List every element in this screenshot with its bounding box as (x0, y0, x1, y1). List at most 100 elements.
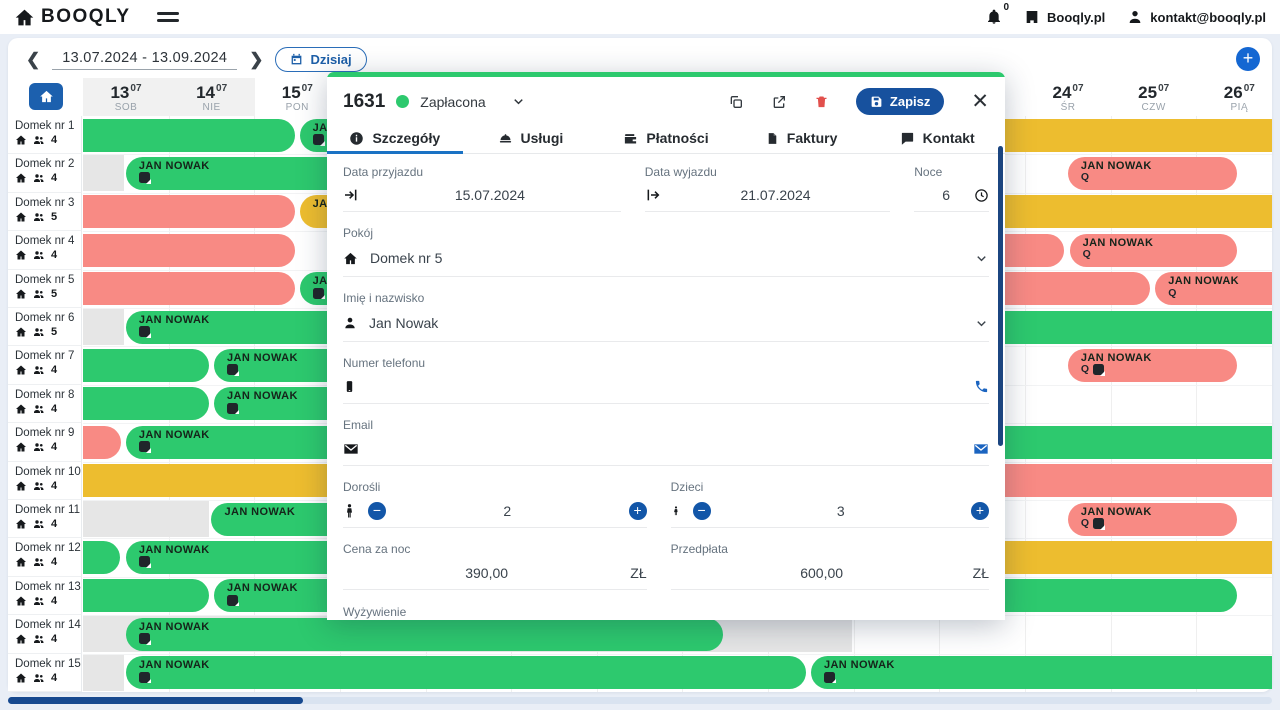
reservation-bar[interactable] (83, 272, 296, 306)
duplicate-icon[interactable] (728, 94, 744, 110)
guest-name: JAN NOWAK (138, 159, 210, 172)
status-select[interactable]: Zapłacona (420, 93, 486, 110)
delete-icon[interactable] (814, 94, 829, 109)
room-row-15[interactable]: Domek nr 15 4 (8, 653, 82, 692)
tab-contact[interactable]: Kontakt (869, 123, 1005, 153)
children-plus-button[interactable]: + (971, 501, 989, 520)
open-external-icon[interactable] (771, 94, 787, 110)
room-row-6[interactable]: Domek nr 6 5 (8, 308, 82, 347)
horizontal-scrollbar-track[interactable] (8, 697, 1272, 704)
month-number: 07 (216, 83, 228, 94)
reservation-bar[interactable]: JAN NOWAK (125, 656, 807, 690)
adults-minus-button[interactable]: − (368, 501, 386, 520)
reservation-bar[interactable] (83, 387, 210, 421)
arrival-field[interactable]: 15.07.2024 (343, 179, 621, 212)
account-menu[interactable]: Booqly.pl (1024, 9, 1105, 25)
room-row-10[interactable]: Domek nr 10 4 (8, 461, 82, 500)
tab-invoices[interactable]: Faktury (734, 123, 870, 153)
home-button[interactable] (29, 83, 63, 110)
modal-scrollbar-thumb[interactable] (998, 146, 1003, 446)
reservation-label: JAN NOWAK (126, 157, 595, 184)
modal-header: 1631 Zapłacona Zapisz ✕ (327, 77, 1005, 119)
date-range-input[interactable]: 13.07.2024 - 13.09.2024 (52, 48, 238, 70)
reservation-bar[interactable] (83, 540, 120, 574)
reservation-badges (138, 326, 1272, 338)
room-meta: 4 (15, 633, 81, 645)
prepay-field[interactable]: 600,00 ZŁ (670, 556, 989, 590)
people-icon (32, 134, 46, 146)
next-range-button[interactable]: ❯ (249, 49, 264, 69)
reservation-bar[interactable] (83, 348, 210, 382)
room-row-12[interactable]: Domek nr 12 4 (8, 538, 82, 577)
guest-name-select[interactable]: Jan Nowak (343, 305, 989, 342)
room-capacity: 4 (51, 594, 58, 607)
email-field[interactable] (343, 432, 989, 466)
tab-services[interactable]: Usługi (463, 123, 599, 153)
tab-details[interactable]: Szczegóły (327, 123, 463, 154)
user-menu[interactable]: kontakt@booqly.pl (1127, 9, 1266, 25)
room-select[interactable]: Domek nr 5 (343, 240, 989, 277)
save-floppy-icon (870, 95, 883, 108)
room-row-11[interactable]: Domek nr 11 4 (8, 500, 82, 539)
reservation-bar[interactable]: JAN NOWAK Q (1067, 348, 1238, 382)
note-icon (312, 134, 325, 146)
house-icon (15, 364, 27, 376)
reservation-bar[interactable] (83, 425, 122, 459)
close-modal-button[interactable]: ✕ (971, 90, 989, 113)
adults-value: 2 (503, 502, 512, 519)
notifications-button[interactable]: 0 (986, 2, 1009, 25)
envelope-icon (343, 441, 359, 457)
reservation-bar[interactable] (83, 195, 296, 229)
children-minus-button[interactable]: − (692, 501, 711, 520)
meals-label: Wyżywienie (343, 605, 407, 619)
reservation-label: JAN NOWAK (126, 311, 1272, 338)
price-field[interactable]: 390,00 ZŁ (343, 556, 647, 590)
menu-hamburger-icon[interactable] (156, 8, 179, 25)
reservation-bar[interactable]: JAN NOWAK Q (1069, 233, 1238, 267)
phone-field[interactable] (343, 370, 989, 404)
reservation-bar[interactable] (83, 118, 296, 152)
horizontal-scrollbar-thumb[interactable] (8, 697, 303, 704)
nights-field[interactable]: 6 (914, 179, 989, 212)
add-reservation-button[interactable]: + (1236, 47, 1260, 71)
room-name: Domek nr 13 (15, 580, 81, 593)
month-number: 07 (1158, 83, 1170, 94)
adults-plus-button[interactable]: + (628, 501, 647, 520)
house-icon (15, 518, 27, 530)
reservation-badges: Q (1168, 287, 1272, 299)
room-row-1[interactable]: Domek nr 1 4 (8, 116, 82, 155)
reservation-label: JAN NOWAK (214, 349, 852, 376)
prev-range-button[interactable]: ❮ (26, 49, 41, 69)
room-row-14[interactable]: Domek nr 14 4 (8, 615, 82, 654)
reservation-label: JAN NOWAK (126, 656, 807, 684)
reservation-label: JAN NOWAK Q (1068, 503, 1237, 530)
reservation-bar[interactable]: JAN NOWAK Q (1155, 272, 1272, 306)
save-button[interactable]: Zapisz (855, 88, 945, 115)
today-button[interactable]: Dzisiaj (275, 46, 367, 72)
today-label: Dzisiaj (310, 51, 352, 67)
reservation-bar[interactable]: JAN NOWAK (125, 617, 724, 651)
room-name: Domek nr 5 (15, 273, 75, 286)
reservation-bar[interactable] (83, 233, 296, 267)
send-email-icon[interactable] (973, 441, 989, 457)
reservation-bar[interactable]: JAN NOWAK Q (1067, 156, 1238, 190)
tab-payments[interactable]: Płatności (598, 123, 734, 153)
clock-icon (974, 188, 989, 203)
reservation-bar[interactable]: JAN NOWAK Q (1067, 502, 1238, 536)
room-row-13[interactable]: Domek nr 13 4 (8, 576, 82, 616)
reservation-bar[interactable] (83, 579, 210, 613)
reservation-bar[interactable]: JAN NOWAK (810, 656, 1272, 690)
call-icon[interactable] (974, 379, 989, 394)
departure-field[interactable]: 21.07.2024 (644, 179, 891, 212)
tab-label: Płatności (646, 130, 709, 146)
chevron-down-icon[interactable] (511, 94, 526, 109)
app-logo[interactable]: BOOQLY (14, 6, 131, 28)
reservation-label: JAN NOWAK (214, 387, 852, 415)
